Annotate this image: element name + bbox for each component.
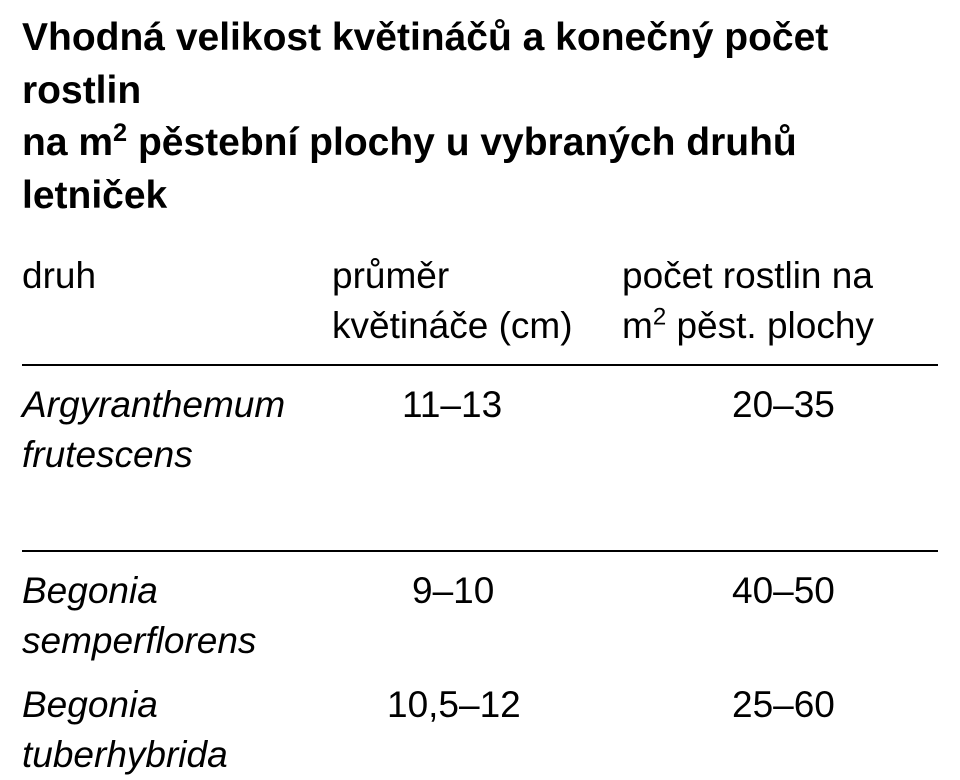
diameter-value: 9–10 bbox=[412, 570, 494, 611]
table-row: Begonia tuberhybrida 10,5–12 25–60 bbox=[22, 666, 938, 780]
count-value: 25–60 bbox=[732, 684, 835, 725]
species-line2: frutescens bbox=[22, 434, 193, 475]
cell-diameter: 10,5–12 bbox=[332, 666, 622, 780]
cell-species: Begonia semperflorens bbox=[22, 551, 332, 666]
diameter-value: 10,5–12 bbox=[387, 684, 521, 725]
col-count-header: počet rostlin na m2 pěst. plochy bbox=[622, 251, 938, 366]
col-count-label-sup: 2 bbox=[653, 303, 666, 330]
species-line1: Begonia bbox=[22, 570, 158, 611]
title-sup: 2 bbox=[113, 119, 127, 147]
col-diameter-header: průměr květináče (cm) bbox=[332, 251, 622, 366]
count-value: 20–35 bbox=[732, 384, 835, 425]
col-diameter-label-l2: květináče (cm) bbox=[332, 305, 573, 346]
col-count-label-l1: počet rostlin na bbox=[622, 255, 873, 296]
count-value: 40–50 bbox=[732, 570, 835, 611]
title-line2-post: pěstební plochy u vybraných druhů letnič… bbox=[22, 121, 797, 217]
table-row: Begonia semperflorens 9–10 40–50 bbox=[22, 551, 938, 666]
cell-count: 25–60 bbox=[622, 666, 938, 780]
cell-species: Argyranthemum frutescens bbox=[22, 365, 332, 480]
cell-diameter: 9–10 bbox=[332, 551, 622, 666]
cell-count: 40–50 bbox=[622, 551, 938, 666]
page: Vhodná velikost květináčů a konečný poče… bbox=[0, 0, 960, 780]
species-line1: Argyranthemum bbox=[22, 384, 285, 425]
cell-species: Begonia tuberhybrida bbox=[22, 666, 332, 780]
page-title: Vhodná velikost květináčů a konečný poče… bbox=[22, 12, 938, 223]
col-species-label: druh bbox=[22, 255, 96, 296]
col-species-header: druh bbox=[22, 251, 332, 366]
group-separator bbox=[22, 480, 938, 551]
col-count-label-l2-pre: m bbox=[622, 305, 653, 346]
table-row: Argyranthemum frutescens 11–13 20–35 bbox=[22, 365, 938, 480]
col-diameter-label-l1: průměr bbox=[332, 255, 449, 296]
species-line2: semperflorens bbox=[22, 620, 256, 661]
species-line1: Begonia bbox=[22, 684, 158, 725]
table-header-row: druh průměr květináče (cm) počet rostlin… bbox=[22, 251, 938, 366]
species-line2: tuberhybrida bbox=[22, 734, 228, 775]
diameter-value: 11–13 bbox=[402, 384, 502, 425]
col-count-label-l2-post: pěst. plochy bbox=[666, 305, 874, 346]
data-table: druh průměr květináče (cm) počet rostlin… bbox=[22, 251, 938, 780]
cell-count: 20–35 bbox=[622, 365, 938, 480]
title-line1: Vhodná velikost květináčů a konečný poče… bbox=[22, 16, 828, 112]
title-line2-pre: na m bbox=[22, 121, 113, 164]
cell-diameter: 11–13 bbox=[332, 365, 622, 480]
